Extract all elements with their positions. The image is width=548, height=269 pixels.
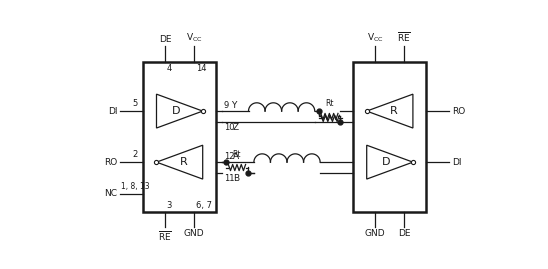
Text: DE: DE [159, 35, 171, 44]
Text: $\overline{\mathrm{RE}}$: $\overline{\mathrm{RE}}$ [158, 229, 172, 243]
Text: B: B [233, 175, 239, 183]
Text: RO: RO [452, 107, 465, 116]
Text: Rt: Rt [233, 150, 241, 159]
Text: 10: 10 [224, 123, 235, 132]
Text: A: A [233, 152, 239, 161]
Text: R: R [180, 157, 187, 167]
Text: Y: Y [232, 101, 237, 109]
Text: 9: 9 [224, 101, 229, 109]
Text: 4: 4 [167, 64, 172, 73]
Text: NC: NC [105, 189, 118, 198]
Text: RO: RO [104, 158, 118, 167]
Text: Rt: Rt [325, 99, 334, 108]
Text: GND: GND [365, 229, 385, 238]
Text: DE: DE [398, 229, 410, 238]
Text: DI: DI [452, 158, 461, 167]
Text: GND: GND [184, 229, 204, 238]
Text: DI: DI [108, 107, 118, 116]
Text: 1, 8, 13: 1, 8, 13 [121, 182, 150, 191]
Text: 11: 11 [224, 175, 235, 183]
Text: $\overline{\mathrm{RE}}$: $\overline{\mathrm{RE}}$ [397, 30, 412, 44]
Text: 2: 2 [133, 150, 138, 159]
Text: Z: Z [233, 123, 239, 132]
Text: R: R [390, 106, 397, 116]
Bar [353, 62, 426, 212]
Text: V$_{\mathregular{CC}}$: V$_{\mathregular{CC}}$ [186, 31, 203, 44]
Text: 3: 3 [167, 201, 172, 210]
Text: 12: 12 [224, 152, 235, 161]
Text: V$_{\mathregular{CC}}$: V$_{\mathregular{CC}}$ [367, 31, 384, 44]
Bar [143, 62, 216, 212]
Text: 6, 7: 6, 7 [196, 201, 212, 210]
Text: D: D [172, 106, 180, 116]
Text: 14: 14 [196, 64, 206, 73]
Text: 5: 5 [133, 99, 138, 108]
Text: D: D [382, 157, 390, 167]
